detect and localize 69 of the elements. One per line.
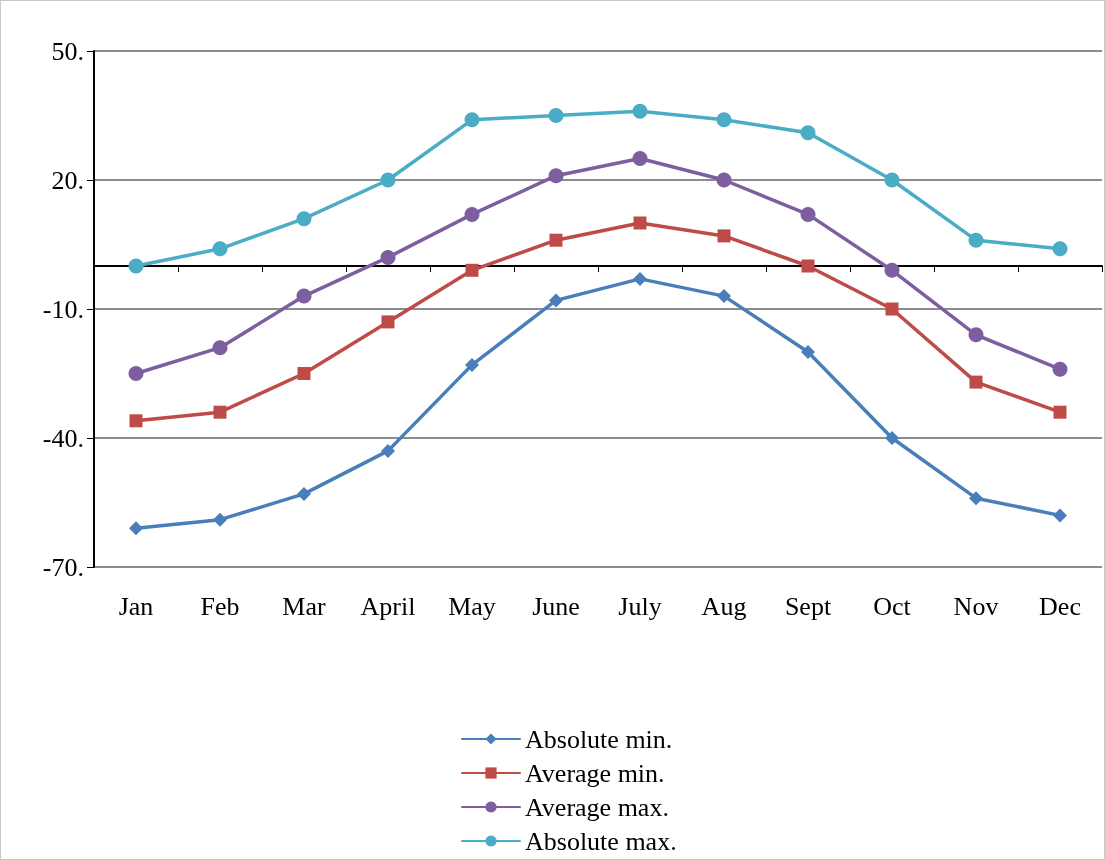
point bbox=[633, 216, 647, 230]
y-tick-label: 20. bbox=[51, 165, 84, 195]
x-tick-label: Mar bbox=[282, 591, 326, 621]
legend-label: Absolute max. bbox=[525, 826, 677, 856]
point bbox=[716, 172, 732, 188]
legend-label: Average max. bbox=[525, 792, 669, 822]
point bbox=[548, 168, 564, 184]
point bbox=[969, 491, 983, 506]
point bbox=[968, 327, 984, 343]
y-tick-label: 50. bbox=[51, 36, 84, 66]
point bbox=[800, 125, 816, 141]
point bbox=[465, 263, 479, 277]
point bbox=[717, 229, 731, 243]
point bbox=[1052, 361, 1068, 377]
point bbox=[296, 288, 312, 304]
point bbox=[213, 405, 227, 419]
x-tick-label: July bbox=[618, 591, 662, 621]
point bbox=[549, 293, 563, 308]
point bbox=[885, 302, 899, 316]
point bbox=[297, 367, 311, 380]
point bbox=[381, 315, 395, 329]
point bbox=[1053, 405, 1067, 419]
x-tick-label: Sept bbox=[784, 591, 832, 621]
point bbox=[464, 206, 480, 222]
point bbox=[128, 258, 144, 274]
point bbox=[632, 103, 648, 119]
legend-label: Average min. bbox=[525, 758, 665, 788]
point bbox=[549, 233, 563, 247]
point bbox=[884, 262, 900, 278]
point bbox=[717, 289, 731, 304]
x-tick-label: May bbox=[448, 591, 496, 621]
y-tick-label: -40. bbox=[42, 423, 84, 453]
point bbox=[1053, 508, 1067, 523]
point bbox=[212, 340, 228, 356]
point bbox=[380, 172, 396, 188]
point bbox=[801, 345, 815, 359]
x-tick-label: Jan bbox=[118, 591, 154, 621]
y-tick-label: -70. bbox=[42, 552, 84, 582]
point bbox=[800, 206, 816, 222]
x-tick-label: Aug bbox=[701, 591, 747, 621]
point bbox=[464, 112, 480, 128]
point bbox=[129, 521, 143, 536]
point bbox=[1052, 241, 1068, 257]
point bbox=[213, 512, 227, 527]
point bbox=[716, 112, 732, 128]
point bbox=[632, 151, 648, 166]
x-tick-label: Oct bbox=[873, 591, 912, 621]
point bbox=[548, 108, 564, 123]
point bbox=[128, 366, 144, 381]
point bbox=[381, 443, 395, 458]
point bbox=[968, 232, 984, 248]
x-tick-label: Feb bbox=[200, 591, 240, 621]
point bbox=[969, 375, 983, 389]
x-tick-label: Dec bbox=[1039, 591, 1081, 621]
legend-label: Absolute min. bbox=[525, 724, 673, 754]
y-tick-label: -10. bbox=[42, 294, 84, 324]
point bbox=[885, 431, 899, 445]
point bbox=[380, 249, 396, 265]
point bbox=[296, 211, 312, 227]
x-tick-label: Nov bbox=[953, 591, 999, 621]
x-tick-label: April bbox=[360, 591, 416, 621]
point bbox=[633, 271, 647, 286]
point bbox=[884, 172, 900, 188]
point bbox=[297, 486, 311, 501]
x-tick-label: June bbox=[532, 591, 580, 621]
point bbox=[129, 414, 143, 428]
point bbox=[465, 357, 479, 372]
point bbox=[801, 259, 815, 273]
point bbox=[212, 241, 228, 257]
